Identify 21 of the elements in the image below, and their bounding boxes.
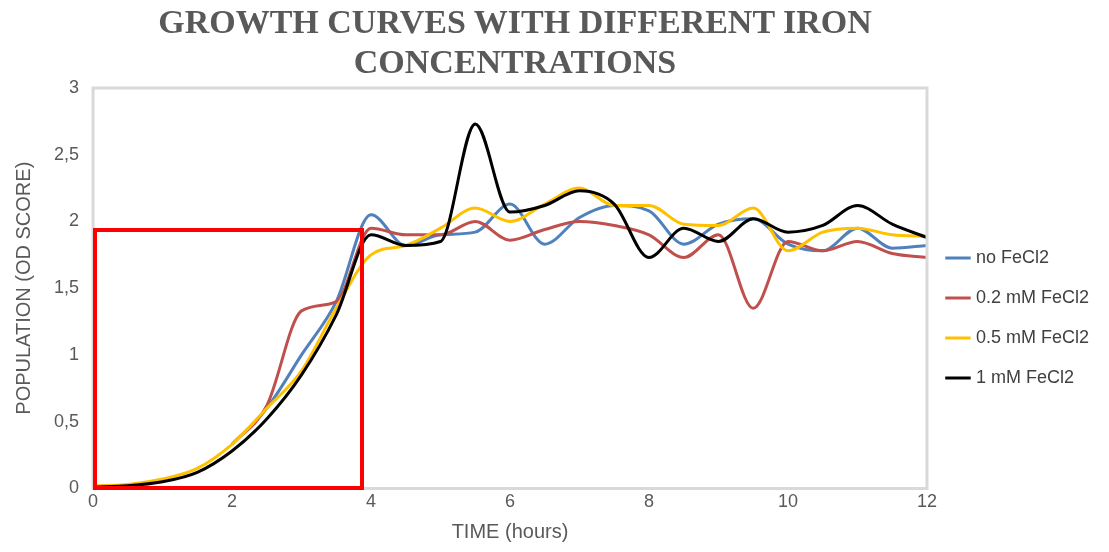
y-tick-label: 0 [69,477,80,498]
legend-label: no FeCl2 [975,246,1050,267]
legend-label: 0.5 mM FeCl2 [975,326,1089,347]
y-tick-label: 2,5 [53,143,80,164]
x-tick-label: 0 [88,491,99,512]
y-tick-label: 2 [69,210,80,231]
x-tick-label: 4 [366,491,377,512]
x-tick-label: 12 [916,491,937,512]
x-tick-label: 10 [777,491,798,512]
x-tick-label: 8 [643,491,654,512]
y-tick-label: 1 [69,343,80,364]
y-tick-label: 1,5 [53,277,80,298]
x-tick-label: 2 [227,491,238,512]
x-axis-title: TIME (hours) [451,519,569,542]
x-tick-label: 6 [504,491,516,512]
y-tick-label: 0,5 [53,410,80,431]
legend-label: 0.2 mM FeCl2 [975,286,1089,307]
chart-title: GROWTH CURVES WITH DIFFERENT IRON CONCENTRATIONS [158,3,872,80]
y-tick-label: 3 [69,76,80,97]
legend-label: 1 mM FeCl2 [975,366,1074,387]
y-axis-title: POPULATION (OD SCORE) [11,161,34,415]
